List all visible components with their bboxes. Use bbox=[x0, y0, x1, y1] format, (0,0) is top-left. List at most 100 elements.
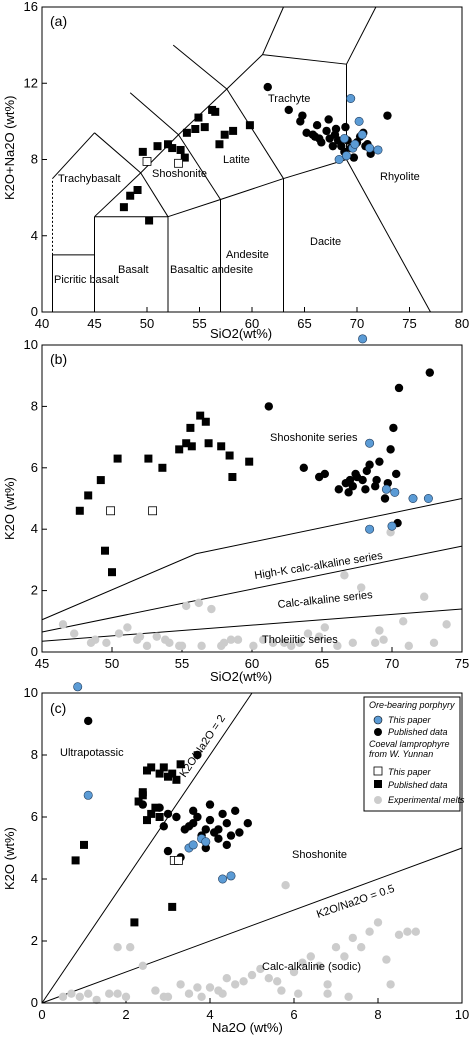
y-tick-label: 4 bbox=[31, 871, 38, 886]
data-point-square bbox=[153, 142, 162, 151]
data-point-circle bbox=[263, 82, 272, 92]
field-label-calc-alkaline-sodic: Calc-alkaline (sodic) bbox=[262, 961, 361, 973]
data-point-circle bbox=[280, 638, 289, 647]
x-tick-label: 50 bbox=[140, 316, 154, 331]
data-point-circle bbox=[324, 115, 333, 124]
data-point-square bbox=[145, 216, 154, 225]
x-tick-label: 2 bbox=[122, 1007, 129, 1022]
data-point-circle bbox=[75, 992, 85, 1001]
series-label-tholeiitic: Tholeiitic series bbox=[262, 634, 338, 646]
data-point-circle bbox=[197, 992, 206, 1001]
data-point-circle bbox=[386, 980, 395, 989]
data-point-circle bbox=[226, 871, 236, 881]
data-point-circle bbox=[264, 402, 273, 411]
data-point-circle bbox=[201, 837, 211, 847]
tas-boundary-line bbox=[94, 172, 142, 218]
data-point-square bbox=[194, 113, 203, 122]
data-point-circle bbox=[411, 927, 420, 936]
data-point-square bbox=[201, 417, 210, 426]
tas-boundary-line bbox=[262, 54, 347, 65]
data-point-square bbox=[245, 121, 254, 130]
data-point-circle bbox=[334, 485, 343, 494]
data-point-square bbox=[158, 463, 167, 472]
data-point-square bbox=[71, 856, 80, 865]
data-point-square bbox=[168, 902, 177, 911]
data-point-circle bbox=[207, 604, 216, 614]
data-point-circle bbox=[380, 494, 390, 503]
data-point-circle bbox=[340, 952, 349, 961]
data-point-square bbox=[172, 775, 181, 784]
data-point-square bbox=[126, 191, 135, 200]
data-point-circle bbox=[346, 94, 356, 104]
data-point-circle bbox=[375, 626, 384, 635]
ratio-reference-line bbox=[41, 692, 253, 1004]
data-point-circle bbox=[344, 992, 353, 1001]
y-tick-label: 10 bbox=[24, 685, 38, 700]
data-point-square bbox=[159, 763, 168, 772]
data-point-circle bbox=[121, 992, 131, 1001]
data-point-circle bbox=[205, 800, 215, 809]
data-point-circle bbox=[365, 438, 375, 448]
panel-a-points bbox=[119, 82, 392, 225]
y-tick-label: 8 bbox=[31, 398, 38, 413]
data-point-square bbox=[130, 918, 139, 927]
data-point-circle bbox=[222, 840, 231, 850]
data-point-circle bbox=[259, 635, 268, 644]
data-point-circle bbox=[193, 750, 202, 760]
panel-c-label: (c) bbox=[50, 700, 66, 716]
data-point-circle bbox=[222, 819, 231, 828]
legend-box bbox=[363, 696, 461, 812]
data-point-circle bbox=[277, 986, 286, 995]
tas-boundary-line bbox=[262, 6, 284, 55]
data-point-circle bbox=[331, 124, 341, 134]
data-point-circle bbox=[371, 638, 380, 647]
data-point-circle bbox=[233, 635, 243, 644]
panel-c-points bbox=[58, 682, 420, 1005]
data-point-circle bbox=[163, 846, 173, 856]
data-point-circle bbox=[235, 828, 244, 837]
data-point-circle bbox=[239, 977, 248, 986]
legend-group-lamprophyre-l1: Coeval lamprophyre bbox=[369, 739, 450, 749]
data-point-square bbox=[211, 107, 220, 116]
legend-marker-lamp-pub bbox=[374, 780, 382, 788]
y-tick-label: 4 bbox=[31, 228, 38, 243]
legend-marker-melts bbox=[374, 796, 382, 804]
data-point-circle bbox=[373, 145, 383, 155]
x-tick-label: 65 bbox=[315, 656, 329, 671]
y-tick-label: 6 bbox=[31, 460, 38, 475]
data-point-square bbox=[174, 856, 183, 865]
data-point-circle bbox=[92, 995, 101, 1005]
data-point-square bbox=[155, 769, 164, 778]
data-point-square bbox=[164, 772, 172, 781]
data-point-circle bbox=[163, 809, 173, 819]
data-point-circle bbox=[375, 457, 384, 466]
tas-boundary-line bbox=[346, 159, 431, 313]
field-label-dacite: Dacite bbox=[310, 236, 341, 248]
legend: Ore-bearing porphyry This paper Publishe… bbox=[363, 696, 465, 812]
field-label-trachyte: Trachyte bbox=[268, 93, 310, 105]
panel-b-points bbox=[58, 334, 451, 651]
data-point-circle bbox=[113, 989, 122, 998]
panel-a-label: (a) bbox=[50, 13, 67, 29]
data-point-circle bbox=[172, 812, 181, 822]
data-point-circle bbox=[315, 632, 324, 641]
data-point-circle bbox=[386, 445, 395, 454]
data-point-circle bbox=[289, 967, 299, 977]
data-point-circle bbox=[231, 980, 240, 989]
legend-marker-lamp-this bbox=[373, 766, 383, 776]
data-point-square bbox=[215, 140, 224, 149]
legend-entry-ore-pub: Published data bbox=[388, 727, 448, 737]
legend-marker-ore-this bbox=[373, 715, 383, 725]
data-point-circle bbox=[256, 964, 265, 974]
data-point-square bbox=[174, 158, 183, 168]
x-tick-label: 45 bbox=[35, 656, 49, 671]
series-boundaries bbox=[41, 498, 463, 642]
data-point-square bbox=[182, 128, 191, 137]
data-point-circle bbox=[389, 423, 398, 433]
data-point-circle bbox=[383, 111, 392, 120]
data-point-circle bbox=[357, 943, 366, 952]
data-point-circle bbox=[193, 983, 202, 992]
data-point-circle bbox=[382, 955, 391, 964]
data-point-square bbox=[148, 506, 158, 516]
data-point-circle bbox=[352, 472, 362, 482]
